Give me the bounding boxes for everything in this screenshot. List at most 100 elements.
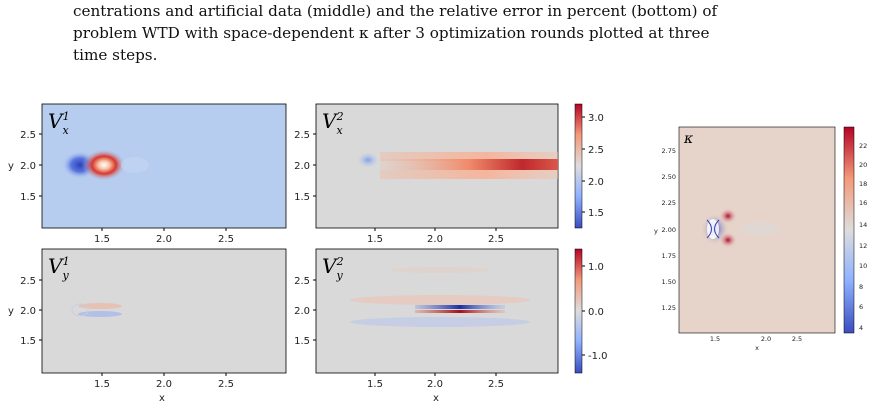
cbar-top-tick-0: 3.0	[588, 113, 604, 124]
vy2-xticks: 1.5 2.0 2.5	[367, 373, 504, 390]
kappa-xticks: 1.5 2.0 2.5	[710, 335, 802, 343]
kappa-ylabel: y	[654, 227, 658, 235]
vy1-xtick-1: 2.0	[156, 379, 172, 390]
vx1-wake	[121, 157, 149, 173]
cbar-kappa-tick-1: 20	[859, 161, 867, 169]
colorbar-kappa: 22 20 18 16 14 12 10 8 6 4	[843, 126, 867, 334]
panel-kappa: κ 2.75 2.50 2.25 2.00 1.75 1.50 1.25 y 1…	[654, 126, 836, 352]
vy2-title: Vy2	[322, 254, 344, 282]
vy2-ytick-2: 1.5	[294, 336, 310, 347]
kappa-ytick-4: 1.75	[662, 252, 676, 260]
panel-vx1: Vx1 2.5 2.0 1.5 y	[8, 103, 287, 229]
cbar-kappa-tick-4: 14	[859, 221, 867, 229]
vy2-red-line	[415, 310, 505, 313]
vx1-ytick-1: 2.0	[20, 161, 36, 172]
kappa-ytick-2: 2.25	[662, 199, 676, 207]
vy1-ylabel: y	[8, 306, 14, 317]
vy1-xticks: 1.5 2.0 2.5	[94, 373, 234, 390]
cbar-kappa-tick-0: 22	[859, 142, 867, 150]
vx1-red-blob	[82, 149, 126, 181]
cbar-bottom-tick-2: -1.0	[588, 351, 608, 362]
vx2-xticks: 1.5 2.0 2.5	[367, 228, 504, 245]
cbar-kappa-tick-7: 8	[859, 283, 863, 291]
vx1-title: Vx1	[48, 109, 70, 137]
kappa-wake	[740, 222, 780, 236]
vy2-blue-line	[415, 305, 505, 309]
figure-caption: centrations and artificial data (middle)…	[73, 0, 833, 66]
vx2-wake-top	[380, 152, 558, 161]
vx2-xtick-0: 1.5	[367, 234, 383, 245]
kappa-xlabel: x	[755, 344, 759, 352]
vy1-ytick-1: 2.0	[20, 306, 36, 317]
panel-vy2: Vy2 2.5 2.0 1.5 1.5 2.0 2.5 x	[294, 248, 559, 404]
vy1-plot-area	[41, 248, 287, 374]
vy2-xtick-0: 1.5	[367, 379, 383, 390]
vx2-xtick-1: 2.0	[427, 234, 443, 245]
vy2-faint-streak	[390, 267, 490, 273]
vy1-title: Vy1	[48, 254, 70, 282]
vx2-xtick-2: 2.5	[488, 234, 504, 245]
panel-vy1: Vy1 2.5 2.0 1.5 y 1.5 2.0 2.5 x	[8, 248, 287, 404]
vy2-xtick-2: 2.5	[488, 379, 504, 390]
caption-line-3: time steps.	[73, 46, 158, 64]
vy2-ytick-0: 2.5	[294, 276, 310, 287]
vx2-ytick-1: 2.0	[294, 161, 310, 172]
cbar-kappa-tick-2: 18	[859, 180, 867, 188]
colorbar-bottom: 1.0 0.0 -1.0	[574, 248, 608, 374]
vx1-ytick-0: 2.5	[20, 130, 36, 141]
vx1-yticks: 2.5 2.0 1.5	[20, 130, 42, 203]
vy1-ring	[71, 303, 89, 317]
kappa-red-blob-bottom	[719, 232, 737, 248]
vx1-xticks: 1.5 2.0 2.5	[94, 228, 234, 245]
vy1-yticks: 2.5 2.0 1.5	[20, 276, 42, 347]
kappa-ytick-6: 1.25	[662, 304, 676, 312]
vx2-wake-core	[380, 159, 558, 170]
vy2-xlabel: x	[433, 393, 439, 404]
vy2-xtick-1: 2.0	[427, 379, 443, 390]
vx2-wake-bottom	[380, 170, 558, 179]
kappa-contour	[706, 219, 720, 239]
caption-line-2: problem WTD with space-dependent κ after…	[73, 24, 710, 42]
vy1-blue-streak	[78, 311, 122, 317]
cbar-top-tick-2: 2.0	[588, 177, 604, 188]
kappa-xtick-2: 2.5	[792, 335, 802, 343]
kappa-ytick-1: 2.50	[662, 173, 676, 181]
vy1-red-streak	[78, 303, 122, 309]
vx2-ytick-2: 1.5	[294, 192, 310, 203]
kappa-ytick-3: 2.00	[662, 226, 676, 234]
vy2-ytick-1: 2.0	[294, 306, 310, 317]
cbar-kappa-tick-6: 10	[859, 262, 867, 270]
cbar-kappa-tick-8: 6	[859, 303, 863, 311]
vx1-ytick-2: 1.5	[20, 192, 36, 203]
vx1-ylabel: y	[8, 161, 14, 172]
vx1-xtick-2: 2.5	[218, 234, 234, 245]
caption-line-1: centrations and artificial data (middle)…	[73, 2, 718, 20]
kappa-yticks: 2.75 2.50 2.25 2.00 1.75 1.50 1.25	[662, 147, 676, 312]
kappa-xtick-1: 2.0	[761, 335, 771, 343]
vx2-blue-blob	[356, 151, 380, 169]
cbar-top-tick-3: 1.5	[588, 208, 604, 219]
vy2-blue-band-bottom	[350, 317, 530, 327]
vx2-ytick-0: 2.5	[294, 130, 310, 141]
vy1-xtick-0: 1.5	[94, 379, 110, 390]
vx1-xtick-0: 1.5	[94, 234, 110, 245]
kappa-title: κ	[683, 131, 693, 147]
vy1-xtick-2: 2.5	[218, 379, 234, 390]
vy2-yticks: 2.5 2.0 1.5	[294, 276, 316, 347]
vx1-xtick-1: 2.0	[156, 234, 172, 245]
vy1-xlabel: x	[159, 393, 165, 404]
cbar-top-tick-1: 2.5	[588, 145, 604, 156]
kappa-ytick-0: 2.75	[662, 147, 676, 155]
vx2-yticks: 2.5 2.0 1.5	[294, 130, 316, 203]
kappa-red-blob-top	[719, 208, 737, 224]
vy1-ytick-2: 1.5	[20, 336, 36, 347]
panel-vx2: Vx2 2.5 2.0 1.5	[294, 103, 559, 229]
cbar-bottom-tick-1: 0.0	[588, 307, 604, 318]
cbar-kappa-tick-5: 12	[859, 242, 867, 250]
vy1-ytick-0: 2.5	[20, 276, 36, 287]
cbar-bottom-tick-0: 1.0	[588, 262, 604, 273]
vx2-title: Vx2	[322, 109, 344, 137]
vy2-red-band-top	[350, 295, 530, 305]
kappa-ytick-5: 1.50	[662, 278, 676, 286]
